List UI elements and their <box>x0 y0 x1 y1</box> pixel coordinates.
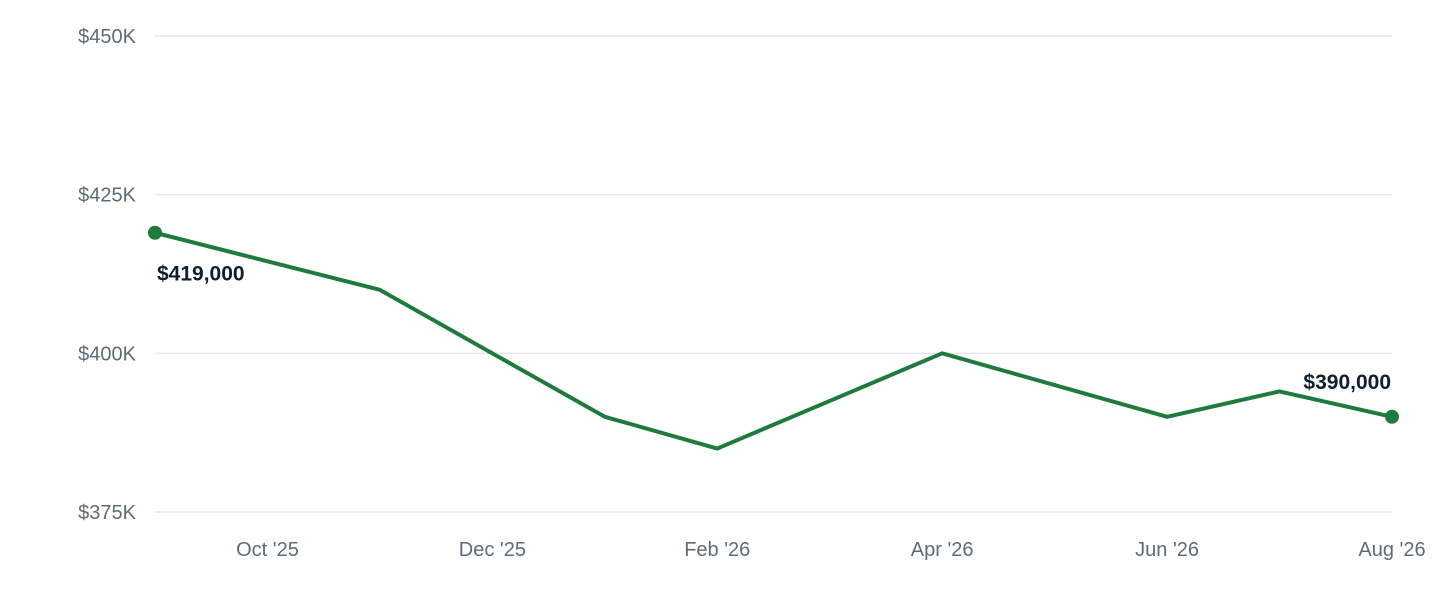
y-axis-ticks: $450K $425K $400K $375K <box>78 26 136 524</box>
endpoint-marker <box>148 225 162 240</box>
x-tick-label: Dec '25 <box>459 539 526 561</box>
x-tick-label: Jun '26 <box>1135 539 1199 561</box>
data-labels: $419,000 $390,000 <box>157 263 1391 394</box>
series-layer <box>153 230 1394 451</box>
y-tick-label: $400K <box>78 343 136 365</box>
grid-lines <box>155 35 1392 513</box>
x-tick-label: Aug '26 <box>1358 539 1425 561</box>
y-tick-label: $425K <box>78 185 136 207</box>
endpoint-marker <box>1385 409 1399 424</box>
data-label: $390,000 <box>1303 371 1391 394</box>
data-label: $419,000 <box>157 263 245 286</box>
y-tick-label: $450K <box>78 26 136 48</box>
endpoint-markers <box>148 225 1399 424</box>
y-tick-label: $375K <box>78 502 136 524</box>
x-tick-label: Apr '26 <box>911 539 974 561</box>
x-axis-ticks: Oct '25 Dec '25 Feb '26 Apr '26 Jun '26 Aug '… <box>236 539 1426 561</box>
x-tick-label: Feb '26 <box>684 539 750 561</box>
series-line <box>153 230 1394 451</box>
x-tick-label: Oct '25 <box>236 539 299 561</box>
